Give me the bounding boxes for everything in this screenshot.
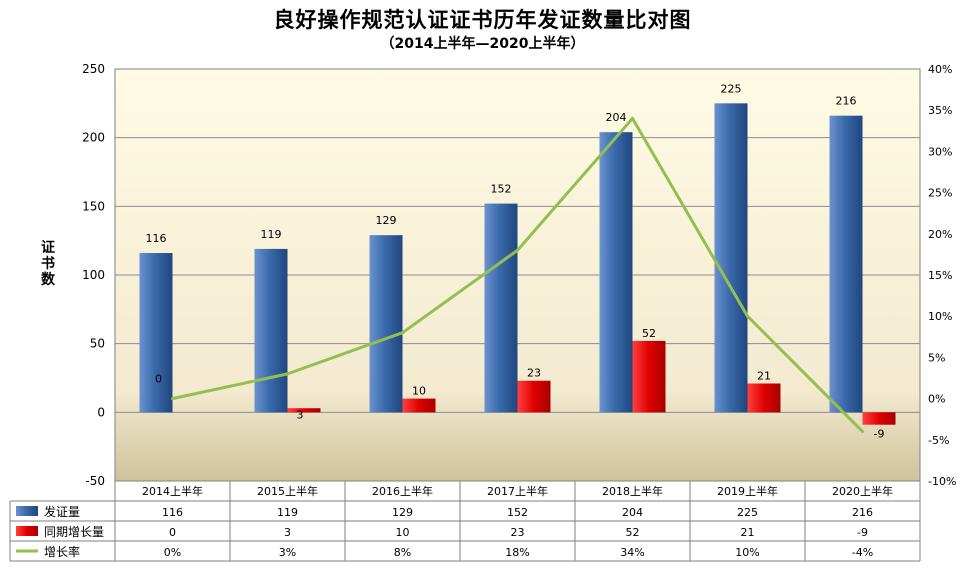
- x-tick-label: 2014上半年: [142, 484, 203, 498]
- y-tick-label: 200: [82, 131, 105, 145]
- table-cell: 3%: [279, 546, 296, 559]
- bar-issued: [714, 103, 748, 413]
- x-tick-label: 2020上半年: [832, 484, 893, 498]
- y2-tick-label: 10%: [928, 310, 952, 323]
- y-tick-label: 50: [90, 337, 105, 351]
- table-cell: 8%: [394, 546, 411, 559]
- y-tick-label: 100: [82, 268, 105, 282]
- bar-issued: [254, 248, 288, 413]
- legend-label: 发证量: [44, 504, 80, 519]
- label-growth: 21: [757, 369, 771, 382]
- legend-label: 增长率: [44, 544, 80, 559]
- table-cell: 34%: [620, 546, 644, 559]
- table-cell: 10: [396, 526, 410, 539]
- x-tick-label: 2015上半年: [257, 484, 318, 498]
- legend-label: 同期增长量: [44, 525, 104, 539]
- bar-issued: [829, 115, 863, 413]
- y2-tick-label: 40%: [928, 63, 952, 76]
- y-tick-label: 250: [82, 62, 105, 76]
- point-growth-rate: [401, 331, 404, 335]
- x-tick-label: 2016上半年: [372, 484, 433, 498]
- point-growth-rate: [861, 430, 864, 434]
- x-tick-label: 2019上半年: [717, 484, 778, 498]
- table-cell: -9: [857, 526, 868, 539]
- label-growth: -9: [874, 428, 885, 441]
- y-tick-label: 150: [82, 199, 105, 213]
- table-cell: 0%: [164, 546, 181, 559]
- bar-growth: [862, 412, 896, 425]
- bar-issued: [599, 132, 633, 413]
- bar-growth: [517, 380, 551, 413]
- label-issued: 216: [836, 95, 857, 108]
- bar-growth: [402, 398, 436, 413]
- point-growth-rate: [746, 314, 749, 318]
- plot-area-border: [114, 68, 921, 482]
- label-growth: 0: [155, 373, 162, 386]
- y-axis-label: 证书数: [41, 240, 55, 288]
- legend-key-box: [16, 526, 38, 536]
- table-cell: 152: [507, 506, 528, 519]
- table-cell: 23: [511, 526, 525, 539]
- y-tick-label: -50: [85, 474, 105, 488]
- y2-tick-label: 35%: [928, 104, 952, 117]
- table-cell: -4%: [852, 546, 873, 559]
- bar-growth: [287, 408, 321, 413]
- table-cell: 116: [162, 506, 183, 519]
- bar-growth: [632, 340, 666, 413]
- x-tick-label: 2017上半年: [487, 484, 548, 498]
- label-issued: 204: [606, 111, 627, 124]
- point-growth-rate: [516, 248, 519, 252]
- label-issued: 152: [491, 183, 512, 196]
- y2-tick-label: 15%: [928, 269, 952, 282]
- table-cell: 204: [622, 506, 643, 519]
- label-issued: 225: [721, 82, 742, 95]
- table-cell: 225: [737, 506, 758, 519]
- y-tick-label: 0: [97, 405, 105, 419]
- table-cell: 129: [392, 506, 413, 519]
- table-cell: 52: [626, 526, 640, 539]
- y2-tick-label: 5%: [928, 351, 945, 364]
- y2-tick-label: 25%: [928, 187, 952, 200]
- y2-tick-label: 20%: [928, 228, 952, 241]
- label-issued: 116: [146, 232, 167, 245]
- table-cell: 21: [741, 526, 755, 539]
- y2-tick-label: 30%: [928, 145, 952, 158]
- point-growth-rate: [631, 116, 634, 120]
- label-growth: 23: [527, 367, 541, 380]
- table-cell: 3: [284, 526, 291, 539]
- bar-issued: [484, 203, 518, 413]
- chart-title: 良好操作规范认证证书历年发证数量比对图: [273, 7, 692, 32]
- label-issued: 119: [261, 228, 282, 241]
- y2-tick-label: 0%: [928, 393, 945, 406]
- table-cell: 216: [852, 506, 873, 519]
- bar-issued: [139, 253, 173, 413]
- label-growth: 10: [412, 385, 426, 398]
- chart-subtitle: （2014上半年—2020上半年）: [380, 36, 585, 52]
- bar-issued: [369, 235, 403, 413]
- point-growth-rate: [171, 397, 174, 401]
- label-growth: 52: [642, 327, 656, 340]
- legend-key-box: [16, 506, 38, 516]
- x-tick-label: 2018上半年: [602, 484, 663, 498]
- point-growth-rate: [286, 372, 289, 376]
- table-cell: 119: [277, 506, 298, 519]
- table-cell: 18%: [505, 546, 529, 559]
- table-cell: 0: [169, 526, 176, 539]
- label-issued: 129: [376, 214, 397, 227]
- y2-tick-label: -10%: [928, 475, 956, 488]
- bar-growth: [747, 383, 781, 413]
- label-growth: 3: [297, 408, 304, 421]
- table-cell: 10%: [735, 546, 759, 559]
- y2-tick-label: -5%: [928, 434, 949, 447]
